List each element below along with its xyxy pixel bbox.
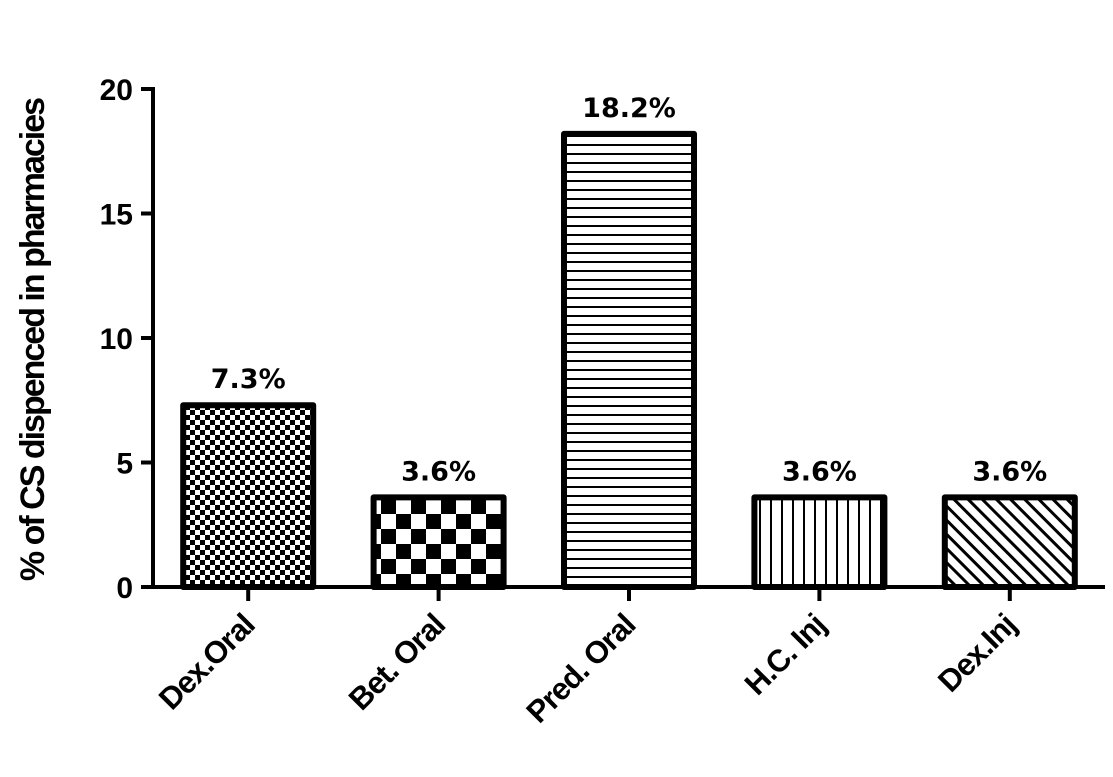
y-tick-label: 15 — [100, 199, 133, 232]
data-label: 3.6% — [782, 456, 857, 487]
y-axis: 0 5 10 15 20 — [100, 74, 155, 605]
bar-dex-inj — [941, 494, 1078, 590]
data-label: 3.6% — [972, 456, 1047, 487]
y-tick-label: 20 — [100, 74, 133, 107]
x-tick-label: Dex.Inj — [931, 607, 1023, 699]
x-tick-label: H.C. Inj — [738, 607, 833, 702]
y-tick-label: 10 — [100, 323, 133, 356]
x-tick-label: Bet. Oral — [342, 607, 452, 717]
bar-bet-oral — [370, 494, 507, 590]
y-tick-label: 5 — [116, 448, 133, 481]
bars: 7.3% 3.6% 18.2% 3.6% 3.6% — [180, 93, 1078, 591]
bar-pred-oral — [561, 130, 697, 590]
bar-h-c-inj — [751, 494, 888, 590]
y-tick-label: 0 — [116, 572, 133, 605]
x-tick-label: Pred. Oral — [519, 607, 641, 729]
x-axis: Dex.Oral Bet. Oral Pred. Oral H.C. Inj Dex.I… — [152, 585, 1105, 730]
data-label: 18.2% — [582, 93, 676, 124]
bar-dex-oral — [180, 402, 317, 591]
x-tick-label: Dex.Oral — [152, 607, 261, 716]
y-axis-title: % of CS dispenced in pharmacies — [14, 98, 52, 581]
data-label: 7.3% — [211, 364, 286, 395]
data-label: 3.6% — [401, 456, 476, 487]
